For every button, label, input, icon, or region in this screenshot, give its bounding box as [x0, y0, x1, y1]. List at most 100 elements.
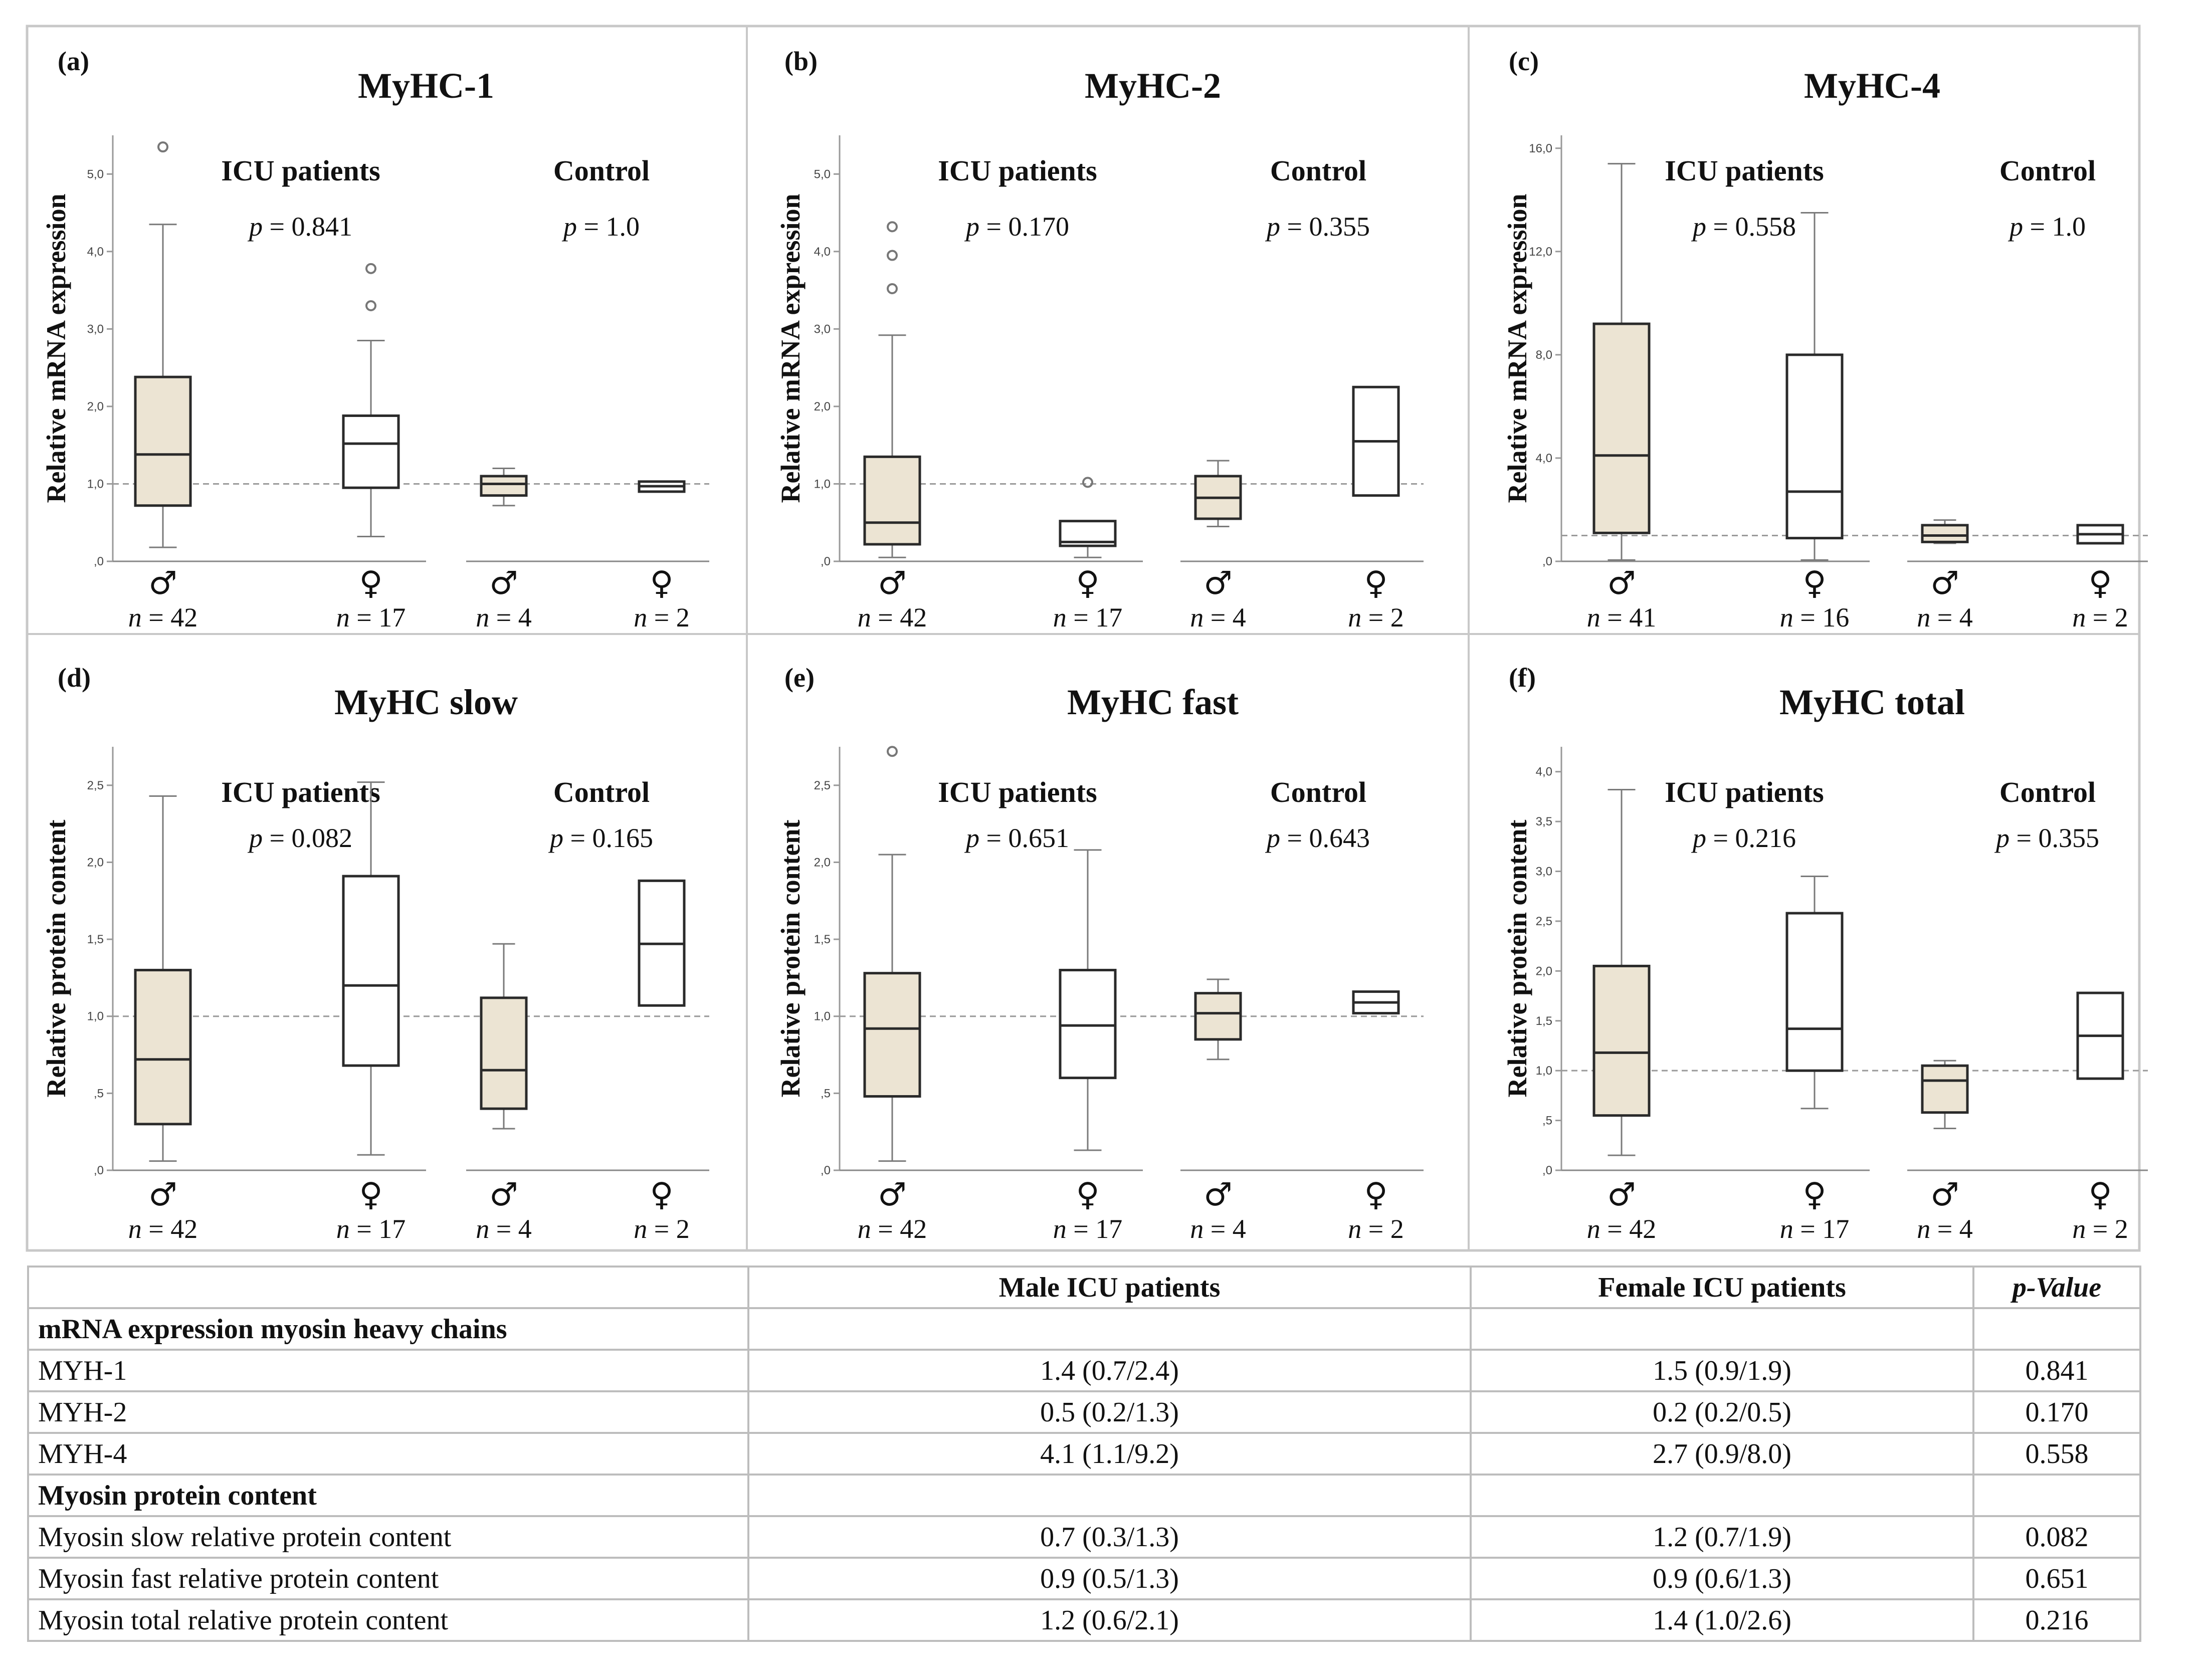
cell-female [1470, 1474, 1974, 1517]
y-tick-label: ,0 [94, 1164, 104, 1177]
outlier-point [365, 300, 376, 311]
y-tick-label: 2,0 [814, 856, 831, 869]
panel-label: (b) [784, 46, 818, 76]
table-row: Myosin total relative protein content 1.2… [27, 1598, 2141, 1642]
iqr-box [134, 969, 192, 1126]
y-tick-label: 1,0 [814, 477, 831, 491]
table-header-male: Male ICU patients [747, 1266, 1472, 1309]
box-female [1059, 477, 1117, 558]
female-symbol-icon: ♀ [1076, 565, 1100, 602]
cell-male: 1.4 (0.7/2.4) [747, 1349, 1472, 1392]
box-female [1352, 385, 1400, 497]
cell-p: 0.082 [1972, 1515, 2141, 1559]
p-value: p = 0.643 [1265, 823, 1370, 853]
y-axis-label: Relative mRNA expression [41, 194, 71, 503]
y-tick-label: 4,0 [87, 245, 104, 259]
panel-label: (a) [58, 46, 89, 76]
y-tick-label: 16,0 [1529, 142, 1552, 155]
box-female [638, 879, 686, 1007]
sample-size-label: n = 17 [1053, 1214, 1122, 1244]
box-male [1194, 978, 1242, 1061]
iqr-box [1785, 912, 1844, 1072]
box-male [1592, 163, 1651, 561]
sample-size-label: n = 4 [476, 1214, 531, 1244]
sample-size-label: n = 2 [1348, 602, 1403, 633]
box-female [1785, 212, 1844, 561]
box-female [638, 480, 686, 493]
female-symbol-icon: ♀ [359, 565, 383, 602]
iqr-box [342, 414, 400, 489]
box-plot-figure: (a) MyHC-1 Relative mRNA expression ,0 1,0 2,… [26, 25, 2148, 1252]
cell-p: 0.651 [1972, 1557, 2141, 1600]
outlier-point [887, 283, 898, 294]
sample-size-label: n = 4 [1917, 602, 1972, 633]
female-symbol-icon: ♀ [1803, 565, 1827, 602]
sample-size-label: n = 4 [1190, 1214, 1246, 1244]
y-tick-label: 4,0 [1536, 765, 1552, 779]
y-tick-label: 2,0 [87, 400, 104, 413]
cell-male: 0.5 (0.2/1.3) [747, 1390, 1472, 1434]
box-male [480, 943, 528, 1130]
p-value: p = 0.082 [247, 823, 352, 853]
sample-size-label: n = 17 [1053, 602, 1122, 633]
cell-female: 1.5 (0.9/1.9) [1470, 1349, 1974, 1392]
chart-panel-e: (e) MyHC fast Relative protein content ,0 ,5… [775, 663, 1424, 1244]
panel-label: (c) [1509, 46, 1539, 76]
box-female [342, 263, 400, 538]
box-male [863, 221, 921, 558]
iqr-box [1592, 964, 1651, 1117]
sample-size-label: n = 17 [336, 602, 406, 633]
cell-male: 0.7 (0.3/1.3) [747, 1515, 1472, 1559]
y-axis-label: Relative protein content [1502, 820, 1532, 1098]
y-tick-label: 3,0 [87, 322, 104, 336]
table-row: Myosin slow relative protein content 0.7 … [27, 1515, 2141, 1559]
y-tick-label: ,0 [1542, 1164, 1552, 1177]
sample-size-label: n = 4 [1917, 1214, 1972, 1244]
cell-p: 0.170 [1972, 1390, 2141, 1434]
p-value: p = 1.0 [2008, 212, 2086, 242]
cell-label: MYH-4 [27, 1432, 749, 1476]
y-tick-label: ,5 [821, 1087, 831, 1100]
group-label: Control [1270, 776, 1366, 808]
iqr-box [480, 996, 528, 1110]
sample-size-label: n = 2 [2072, 602, 2128, 633]
y-tick-label: 12,0 [1529, 245, 1552, 259]
male-symbol-icon: ♂ [489, 565, 518, 602]
y-tick-label: 2,0 [1536, 964, 1552, 978]
iqr-box [863, 972, 921, 1098]
chart-panel-a: (a) MyHC-1 Relative mRNA expression ,0 1,0 2,… [41, 46, 709, 633]
box-male [863, 746, 921, 1162]
panel-label: (f) [1509, 663, 1536, 693]
iqr-box [1921, 1064, 1969, 1114]
group-label: ICU patients [221, 154, 380, 187]
sample-size-label: n = 42 [1587, 1214, 1656, 1244]
sample-size-label: n = 42 [128, 602, 197, 633]
group-label: ICU patients [938, 776, 1097, 808]
cell-label: Myosin protein content [27, 1474, 749, 1517]
y-tick-label: 2,0 [814, 400, 831, 413]
y-tick-label: 3,5 [1536, 815, 1552, 828]
female-symbol-icon: ♀ [650, 565, 674, 602]
table-section-row: Myosin protein content [27, 1474, 2141, 1517]
box-female [342, 781, 400, 1156]
female-symbol-icon: ♀ [1803, 1176, 1827, 1213]
sample-size-label: n = 2 [2072, 1214, 2128, 1244]
sample-size-label: n = 4 [1190, 602, 1246, 633]
y-tick-label: 3,0 [1536, 865, 1552, 879]
box-female [2076, 991, 2124, 1080]
box-male [480, 468, 528, 507]
box-male [134, 141, 192, 548]
sample-size-label: n = 41 [1587, 602, 1656, 633]
chart-title: MyHC-2 [1085, 66, 1221, 106]
group-label: Control [1999, 154, 2096, 187]
panel-label: (d) [58, 663, 91, 693]
y-tick-label: ,0 [821, 1164, 831, 1177]
y-tick-label: 8,0 [1536, 348, 1552, 362]
cell-label: Myosin fast relative protein content [27, 1557, 749, 1600]
cell-p: 0.558 [1972, 1432, 2141, 1476]
y-tick-label: 1,5 [814, 933, 831, 946]
y-tick-label: 4,0 [1536, 452, 1552, 465]
group-label: Control [553, 776, 650, 808]
p-value: p = 1.0 [561, 212, 640, 242]
iqr-box [134, 375, 192, 507]
